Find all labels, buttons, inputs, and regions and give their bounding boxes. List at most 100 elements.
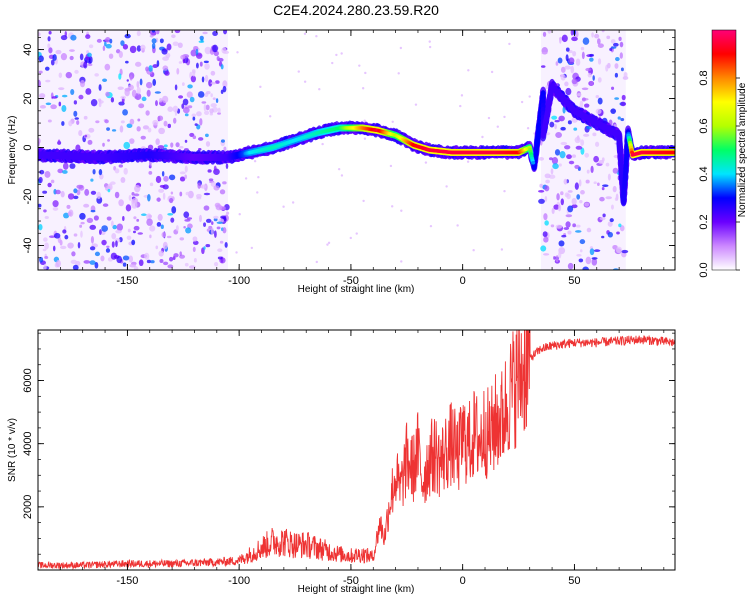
noise-speckle <box>191 113 197 118</box>
y-tick-label: 2000 <box>22 495 34 519</box>
noise-speckle <box>607 221 613 227</box>
noise-speckle <box>83 203 90 208</box>
noise-speckle <box>335 53 338 57</box>
noise-speckle <box>163 261 169 266</box>
noise-speckle <box>361 87 365 90</box>
noise-speckle <box>212 44 218 53</box>
noise-speckle <box>601 186 605 191</box>
noise-speckle <box>176 68 180 75</box>
noise-speckle <box>90 178 94 182</box>
noise-speckle <box>87 63 93 67</box>
colorbar-tick-label: 0.6 <box>698 118 710 133</box>
noise-speckle <box>544 185 550 192</box>
noise-speckle <box>111 233 117 240</box>
noise-speckle <box>565 221 571 228</box>
noise-speckle <box>73 100 78 105</box>
noise-speckle <box>116 223 124 231</box>
noise-speckle <box>151 38 157 44</box>
noise-speckle <box>400 260 403 263</box>
noise-speckle <box>576 93 582 97</box>
noise-speckle <box>601 235 605 239</box>
noise-speckle <box>50 104 57 110</box>
noise-speckle <box>57 139 61 145</box>
noise-speckle <box>200 184 207 189</box>
noise-speckle <box>560 126 566 131</box>
noise-speckle <box>571 204 578 209</box>
noise-speckle <box>189 96 195 103</box>
noise-speckle <box>106 216 112 221</box>
noise-speckle <box>108 53 114 59</box>
noise-speckle <box>558 250 562 259</box>
noise-speckle <box>84 188 90 196</box>
noise-speckle <box>607 231 613 238</box>
noise-speckle <box>55 189 61 195</box>
noise-speckle <box>539 183 543 188</box>
noise-speckle <box>128 194 132 201</box>
noise-speckle <box>213 230 217 238</box>
noise-speckle <box>112 224 117 230</box>
noise-speckle <box>39 105 47 109</box>
noise-speckle <box>210 93 213 98</box>
noise-speckle <box>52 54 57 61</box>
noise-speckle <box>97 98 102 102</box>
noise-speckle <box>94 73 99 77</box>
noise-speckle <box>62 170 68 174</box>
noise-speckle <box>597 97 603 105</box>
noise-speckle <box>574 136 581 144</box>
noise-speckle <box>399 46 403 50</box>
noise-speckle <box>39 256 44 263</box>
noise-speckle <box>170 191 174 195</box>
noise-speckle <box>580 190 585 195</box>
noise-speckle <box>543 253 550 256</box>
noise-speckle <box>104 37 111 43</box>
noise-speckle <box>47 36 51 42</box>
noise-speckle <box>586 169 590 174</box>
noise-speckle <box>216 221 223 225</box>
noise-speckle <box>428 45 432 49</box>
noise-speckle <box>580 139 585 146</box>
noise-speckle <box>282 205 285 208</box>
noise-speckle <box>90 99 98 107</box>
noise-speckle <box>170 142 174 148</box>
noise-speckle <box>79 212 86 220</box>
noise-speckle <box>114 168 120 174</box>
noise-speckle <box>145 81 153 89</box>
noise-speckle <box>98 84 102 91</box>
noise-speckle <box>62 162 69 170</box>
noise-speckle <box>362 199 365 203</box>
noise-speckle <box>570 65 575 74</box>
noise-speckle <box>159 38 164 44</box>
noise-speckle <box>554 119 560 123</box>
noise-speckle <box>162 192 166 200</box>
noise-speckle <box>110 97 115 103</box>
noise-speckle <box>44 171 51 178</box>
noise-speckle <box>331 61 334 65</box>
noise-speckle <box>206 228 210 232</box>
noise-speckle <box>174 84 178 91</box>
noise-speckle <box>595 94 600 99</box>
noise-speckle <box>61 94 68 98</box>
noise-speckle <box>174 108 178 116</box>
noise-speckle <box>544 173 551 179</box>
x-tick-label: -50 <box>343 575 359 587</box>
noise-speckle <box>102 203 109 207</box>
noise-speckle <box>129 75 133 81</box>
noise-speckle <box>94 251 100 257</box>
noise-speckle <box>619 225 625 232</box>
noise-speckle <box>110 220 114 227</box>
noise-speckle <box>124 33 131 39</box>
noise-speckle <box>607 173 611 181</box>
noise-speckle <box>226 211 230 215</box>
noise-speckle <box>66 204 71 209</box>
noise-speckle <box>73 195 79 200</box>
noise-speckle <box>64 234 69 240</box>
noise-speckle <box>163 144 168 148</box>
noise-speckle <box>156 222 162 227</box>
noise-speckle <box>126 123 133 129</box>
noise-speckle <box>165 52 171 59</box>
noise-speckle <box>150 260 155 264</box>
noise-speckle <box>129 263 137 268</box>
noise-speckle <box>259 85 262 89</box>
noise-speckle <box>79 79 86 88</box>
noise-speckle <box>538 198 545 204</box>
